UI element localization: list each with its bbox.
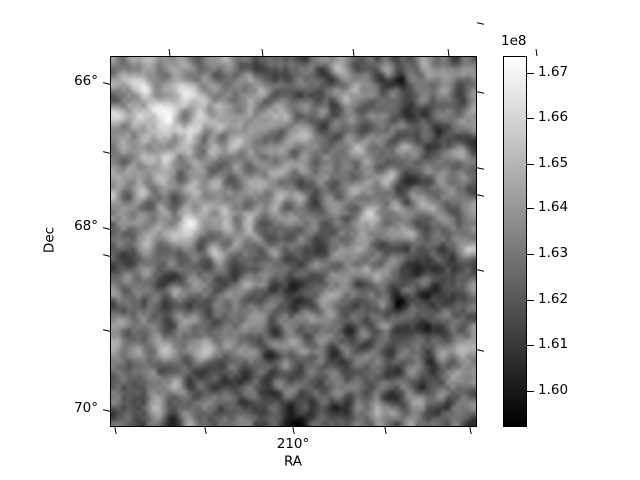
x-axis-tick-top	[447, 48, 450, 57]
x-axis-tick-bottom	[384, 426, 387, 435]
x-axis-tick-top	[261, 48, 264, 57]
colorbar-tick	[527, 254, 534, 256]
y-axis-tick-label: 68°	[74, 218, 98, 234]
y-axis-tick-label: 66°	[74, 73, 98, 89]
y-axis-tick-left	[102, 151, 111, 155]
colorbar-tick	[527, 300, 534, 302]
colorbar-tick-label: 1.61	[538, 336, 569, 352]
colorbar-tick	[527, 391, 534, 393]
x-axis-tick-top	[535, 48, 538, 57]
y-axis-tick-left	[102, 82, 111, 86]
colorbar-tick	[527, 345, 534, 347]
y-axis-tick-right	[476, 167, 485, 170]
x-axis-tick-bottom	[292, 426, 295, 435]
x-axis-title-ra: RA	[283, 453, 303, 470]
colorbar-tick	[527, 208, 534, 210]
colorbar-tick	[527, 73, 534, 75]
colorbar	[503, 56, 527, 427]
y-axis-tick-left	[102, 409, 111, 413]
y-axis-tick-left	[102, 254, 111, 258]
x-axis-tick-top	[168, 48, 171, 57]
y-axis-tick-right	[476, 269, 485, 272]
x-axis-tick-bottom	[469, 426, 472, 435]
y-axis-tick-left	[102, 227, 111, 231]
x-axis-tick-label: 210°	[276, 436, 310, 452]
colorbar-tick	[527, 118, 534, 120]
colorbar-tick-label: 1.60	[538, 382, 569, 398]
colorbar-tick-label: 1.67	[538, 64, 569, 80]
y-axis-tick-label: 70°	[74, 400, 98, 416]
y-axis-tick-right	[476, 91, 485, 94]
colorbar-tick-label: 1.63	[538, 245, 569, 261]
y-axis-tick-left	[102, 329, 111, 333]
sky-intensity-heatmap	[111, 57, 476, 426]
y-axis-title-dec: Dec	[41, 226, 58, 254]
colorbar-tick-label: 1.66	[538, 109, 569, 125]
y-axis-tick-right	[476, 349, 485, 352]
sky-image-axes	[110, 56, 477, 427]
x-axis-tick-bottom	[204, 426, 207, 435]
colorbar-gradient	[504, 57, 526, 426]
colorbar-tick-label: 1.64	[538, 199, 569, 215]
colorbar-offset-text: 1e8	[501, 33, 527, 49]
x-axis-tick-bottom	[114, 426, 117, 435]
x-axis-tick-top	[352, 48, 355, 57]
y-axis-tick-right	[476, 194, 485, 197]
colorbar-tick	[527, 164, 534, 166]
colorbar-tick-label: 1.62	[538, 291, 569, 307]
y-axis-tick-right	[476, 22, 485, 25]
colorbar-tick-label: 1.65	[538, 155, 569, 171]
